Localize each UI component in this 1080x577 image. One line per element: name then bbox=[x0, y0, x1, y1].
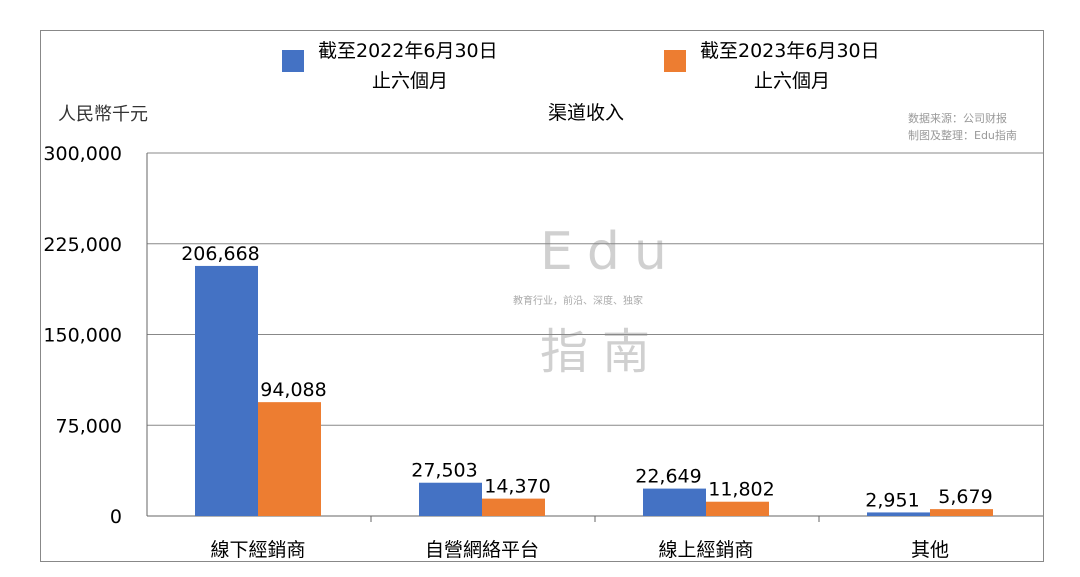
legend-swatch-2023 bbox=[664, 50, 686, 72]
watermark-tagline: 教育行业，前沿、深度、独家 bbox=[513, 296, 643, 307]
chart-frame bbox=[40, 30, 1044, 562]
data-label: 14,370 bbox=[484, 476, 550, 498]
x-tick-label: 其他 bbox=[911, 539, 949, 561]
data-label: 11,802 bbox=[708, 479, 774, 501]
bar-2022 bbox=[867, 512, 930, 516]
bar-2022 bbox=[419, 482, 482, 516]
legend-label-2022-line1: 截至2022年6月30日 bbox=[318, 40, 498, 62]
y-tick-label: 75,000 bbox=[56, 415, 122, 437]
data-label: 5,679 bbox=[938, 486, 992, 508]
y-tick-label: 225,000 bbox=[43, 234, 122, 256]
bar-2023 bbox=[258, 402, 321, 516]
data-label: 22,649 bbox=[635, 466, 701, 488]
x-tick-label: 線下經銷商 bbox=[210, 539, 305, 561]
watermark-edu: Edu bbox=[540, 222, 681, 282]
chart-title: 渠道收入 bbox=[548, 102, 625, 124]
legend-label-2023-line1: 截至2023年6月30日 bbox=[700, 40, 880, 62]
y-tick-label: 0 bbox=[110, 506, 122, 528]
legend-label-2022-line2: 止六個月 bbox=[372, 70, 449, 92]
x-tick-label: 自營網絡平台 bbox=[425, 539, 539, 561]
maker-note: 制图及整理：Edu指南 bbox=[908, 129, 1017, 142]
legend-label-2023-line2: 止六個月 bbox=[754, 70, 831, 92]
legend-swatch-2022 bbox=[282, 50, 304, 72]
data-label: 27,503 bbox=[411, 460, 477, 482]
y-axis-unit-label: 人民幣千元 bbox=[58, 104, 148, 125]
bar-2022 bbox=[643, 488, 706, 516]
bar-2023 bbox=[706, 501, 769, 516]
bar-2023 bbox=[482, 498, 545, 516]
y-tick-label: 300,000 bbox=[43, 143, 122, 165]
data-label: 2,951 bbox=[865, 489, 919, 511]
data-label: 206,668 bbox=[181, 243, 260, 265]
bar-2022 bbox=[195, 265, 258, 516]
bar-2023 bbox=[930, 509, 993, 516]
data-label: 94,088 bbox=[260, 379, 326, 401]
source-note: 数据来源：公司财报 bbox=[908, 112, 1007, 125]
watermark-zhinan: 指南 bbox=[540, 324, 665, 380]
y-tick-label: 150,000 bbox=[43, 325, 122, 347]
x-tick-label: 線上經銷商 bbox=[658, 539, 753, 561]
